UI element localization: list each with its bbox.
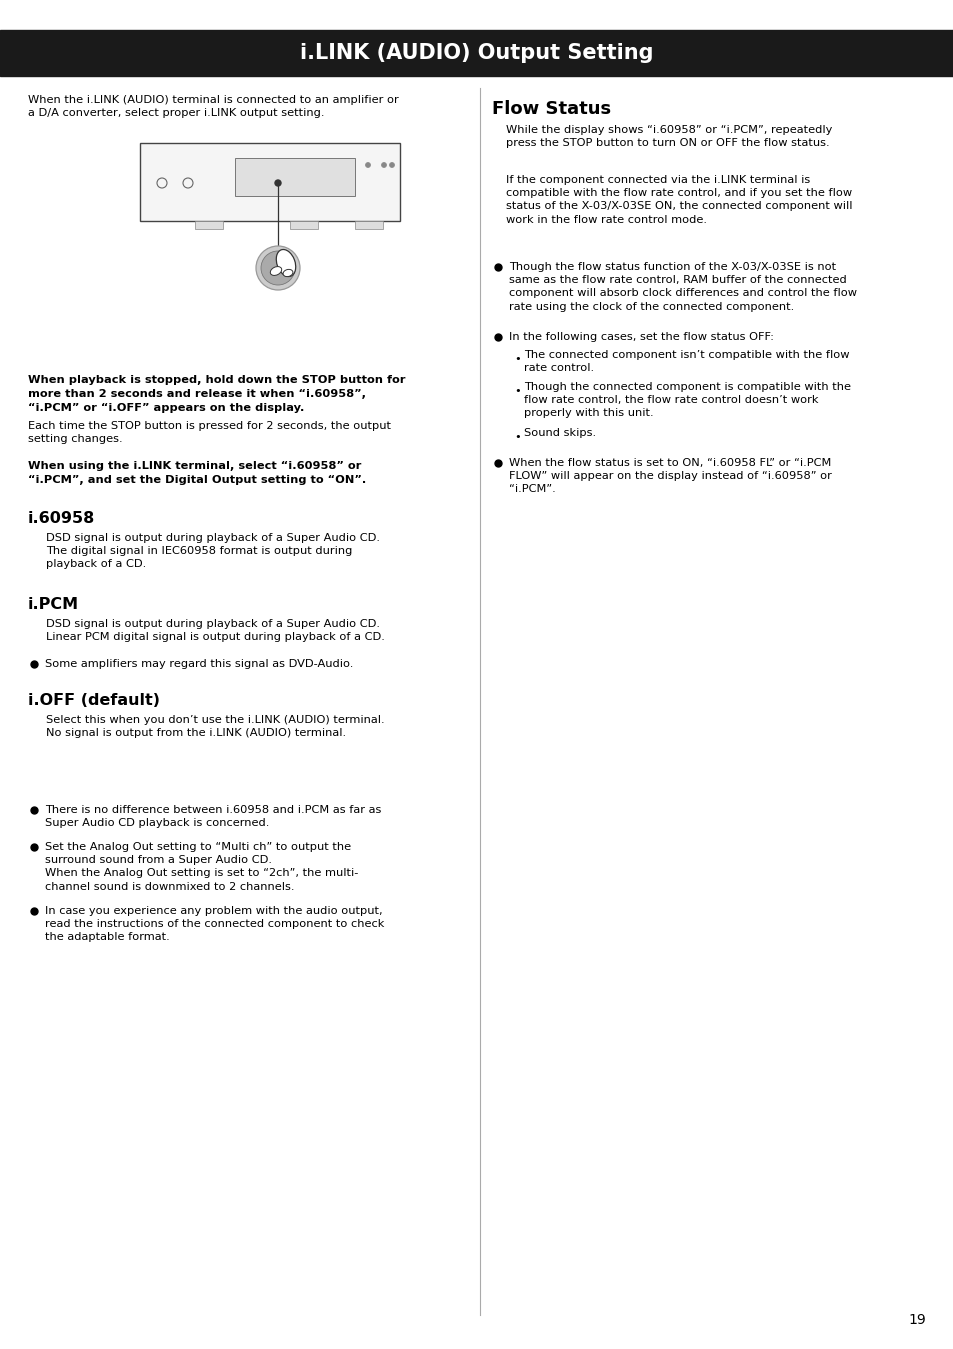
Circle shape	[389, 162, 395, 167]
Ellipse shape	[270, 267, 281, 275]
Bar	[234, 158, 355, 196]
Text: DSD signal is output during playback of a Super Audio CD.
The digital signal in : DSD signal is output during playback of …	[46, 533, 379, 569]
Text: i.OFF (default): i.OFF (default)	[28, 693, 160, 708]
Text: •: •	[514, 432, 520, 441]
Circle shape	[381, 162, 386, 167]
Text: i.LINK (AUDIO) Output Setting: i.LINK (AUDIO) Output Setting	[300, 43, 653, 63]
Text: In the following cases, set the flow status OFF:: In the following cases, set the flow sta…	[509, 332, 773, 343]
Text: There is no difference between i.60958 and i.PCM as far as
Super Audio CD playba: There is no difference between i.60958 a…	[45, 805, 381, 828]
Text: Sound skips.: Sound skips.	[523, 428, 596, 437]
Text: “i.PCM”, and set the Digital Output setting to “ON”.: “i.PCM”, and set the Digital Output sett…	[28, 475, 366, 486]
Bar	[355, 221, 382, 229]
Text: If the component connected via the i.LINK terminal is
compatible with the flow r: If the component connected via the i.LIN…	[505, 175, 852, 224]
Text: When playback is stopped, hold down the STOP button for: When playback is stopped, hold down the …	[28, 375, 405, 384]
Text: Select this when you don’t use the i.LINK (AUDIO) terminal.
No signal is output : Select this when you don’t use the i.LIN…	[46, 715, 384, 738]
Ellipse shape	[283, 270, 293, 277]
Ellipse shape	[276, 250, 295, 277]
Text: •: •	[514, 386, 520, 397]
Text: •: •	[514, 353, 520, 364]
Circle shape	[261, 251, 294, 285]
Bar	[194, 221, 223, 229]
Circle shape	[274, 179, 281, 186]
Text: Flow Status: Flow Status	[492, 100, 611, 117]
Bar	[140, 143, 399, 221]
Circle shape	[365, 162, 370, 167]
Text: In case you experience any problem with the audio output,
read the instructions : In case you experience any problem with …	[45, 907, 384, 943]
Text: The connected component isn’t compatible with the flow
rate control.: The connected component isn’t compatible…	[523, 349, 848, 374]
Text: Though the flow status function of the X-03/X-03SE is not
same as the flow rate : Though the flow status function of the X…	[509, 262, 856, 312]
Bar	[290, 221, 317, 229]
Text: “i.PCM” or “i.OFF” appears on the display.: “i.PCM” or “i.OFF” appears on the displa…	[28, 403, 304, 413]
Text: Set the Analog Out setting to “Multi ch” to output the
surround sound from a Sup: Set the Analog Out setting to “Multi ch”…	[45, 842, 358, 892]
Text: When using the i.LINK terminal, select “i.60958” or: When using the i.LINK terminal, select “…	[28, 461, 361, 471]
Circle shape	[255, 246, 299, 290]
Text: DSD signal is output during playback of a Super Audio CD.
Linear PCM digital sig: DSD signal is output during playback of …	[46, 619, 384, 642]
Text: STOP: STOP	[264, 254, 292, 262]
Text: i.60958: i.60958	[28, 511, 95, 526]
Text: Though the connected component is compatible with the
flow rate control, the flo: Though the connected component is compat…	[523, 382, 850, 418]
Bar	[0, 30, 953, 76]
Text: 19: 19	[907, 1313, 925, 1327]
Text: Each time the STOP button is pressed for 2 seconds, the output
setting changes.: Each time the STOP button is pressed for…	[28, 421, 391, 444]
Text: When the i.LINK (AUDIO) terminal is connected to an amplifier or
a D/A converter: When the i.LINK (AUDIO) terminal is conn…	[28, 94, 398, 119]
Text: i.PCM: i.PCM	[28, 598, 79, 612]
Text: While the display shows “i.60958” or “i.PCM”, repeatedly
press the STOP button t: While the display shows “i.60958” or “i.…	[505, 125, 832, 148]
Text: Some amplifiers may regard this signal as DVD-Audio.: Some amplifiers may regard this signal a…	[45, 660, 353, 669]
Text: When the flow status is set to ON, “i.60958 FL” or “i.PCM
FLOW” will appear on t: When the flow status is set to ON, “i.60…	[509, 459, 831, 494]
Text: more than 2 seconds and release it when “i.60958”,: more than 2 seconds and release it when …	[28, 389, 366, 399]
